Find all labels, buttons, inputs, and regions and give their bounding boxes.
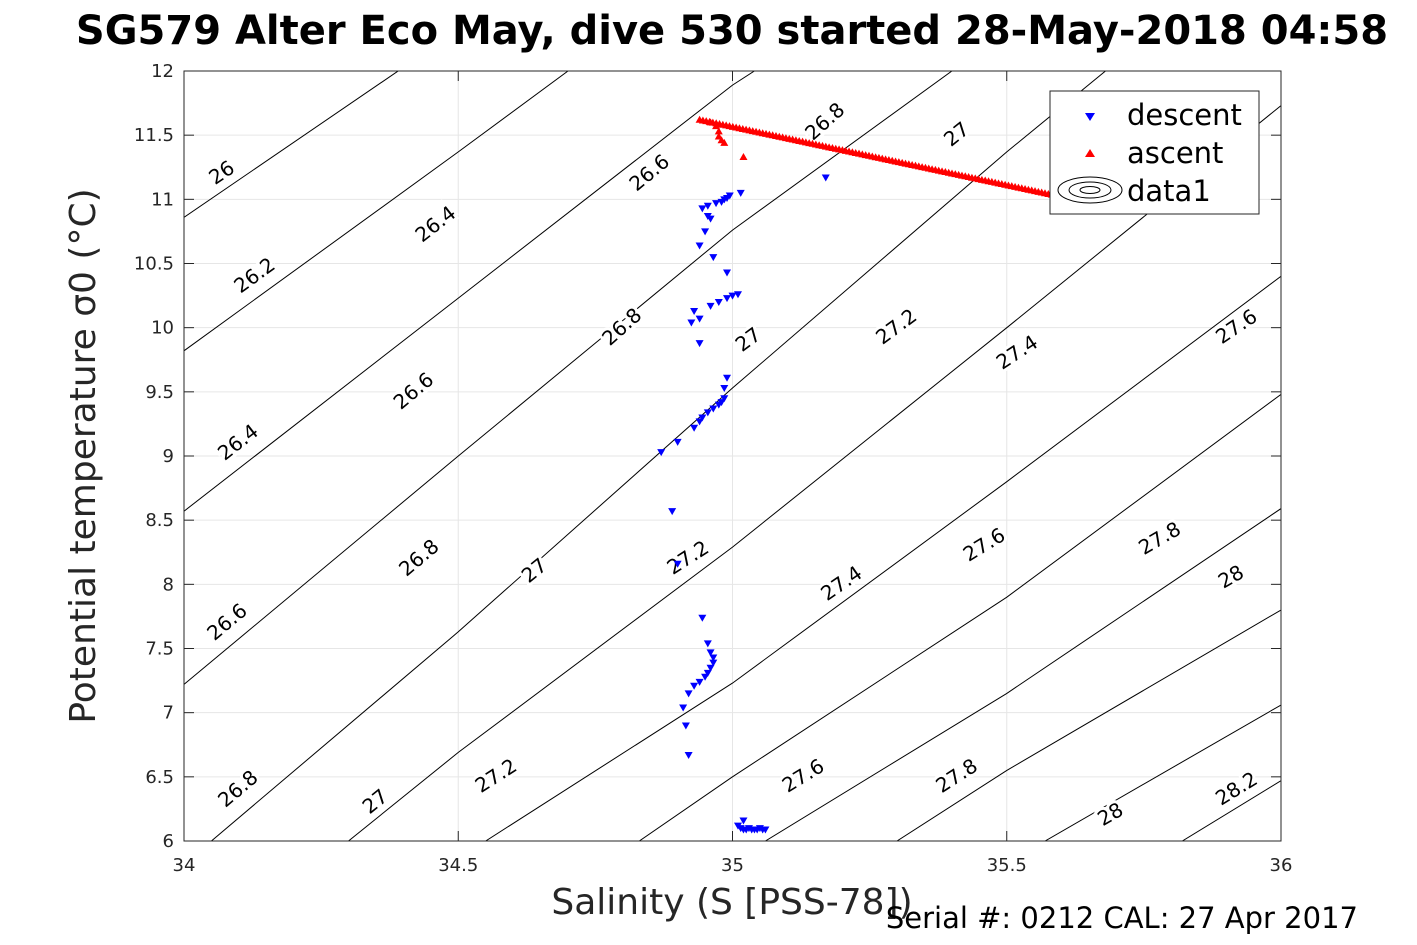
descent-point: [698, 614, 707, 622]
x-tick-label: 35: [721, 855, 744, 876]
descent-point: [698, 205, 707, 213]
y-tick-label: 12: [151, 61, 174, 82]
descent-point: [690, 424, 699, 432]
descent-point: [709, 654, 718, 662]
y-tick-label: 10: [151, 318, 174, 339]
descent-point: [736, 189, 745, 197]
ascent-point: [714, 127, 723, 135]
density-contour-line: [184, 71, 400, 218]
y-axis-label: Potential temperature σ0 (°C): [63, 188, 104, 723]
descent-point: [709, 254, 718, 262]
ascent-point: [739, 152, 748, 160]
descent-point: [673, 438, 682, 446]
y-tick-label: 10.5: [134, 254, 174, 275]
y-tick-label: 11: [151, 189, 174, 210]
descent-point: [706, 215, 715, 223]
y-tick-label: 8: [163, 574, 174, 595]
descent-point: [728, 292, 737, 300]
legend-descent-marker: [1085, 113, 1095, 121]
y-tick-label: 7.5: [145, 639, 174, 660]
descent-point: [698, 414, 707, 422]
y-tick-label: 6: [163, 831, 174, 852]
descent-point: [690, 307, 699, 315]
density-contour-line: [765, 508, 1281, 841]
legend: descent ascent data1: [1049, 90, 1260, 215]
x-axis-label: Salinity (S [PSS-78]): [551, 882, 912, 923]
descent-point: [709, 659, 718, 667]
descent-point: [703, 640, 712, 648]
descent-point: [720, 384, 729, 392]
y-tick-label: 8.5: [145, 510, 174, 531]
density-contour-line: [211, 71, 1106, 841]
descent-point: [703, 409, 712, 417]
density-contour-line: [1182, 780, 1281, 841]
chart-title: SG579 Alter Eco May, dive 530 started 28…: [76, 8, 1388, 54]
descent-point: [706, 302, 715, 310]
descent-point: [739, 817, 748, 825]
descent-point: [714, 401, 723, 409]
descent-point: [695, 242, 704, 250]
descent-point: [703, 669, 712, 677]
descent-point: [709, 405, 718, 413]
density-contour-line: [184, 71, 569, 352]
legend-data1-contour-icon: [1057, 176, 1123, 204]
descent-point: [695, 340, 704, 348]
descent-point: [706, 649, 715, 657]
descent-point: [695, 315, 704, 323]
density-contour-line: [1044, 704, 1281, 841]
descent-point: [701, 228, 710, 236]
descent-point: [723, 295, 732, 303]
ascent-point: [720, 138, 729, 146]
descent-point: [695, 678, 704, 686]
density-contour-line: [348, 105, 1281, 841]
x-tick-label: 36: [1270, 855, 1293, 876]
x-tick-label: 34: [173, 855, 196, 876]
descent-point: [684, 752, 693, 760]
descent-point: [673, 560, 682, 568]
density-contour-line: [184, 71, 755, 512]
density-contour-line: [485, 275, 1281, 841]
descent-point: [668, 508, 677, 516]
descent-point: [657, 449, 666, 457]
legend-ascent-marker: [1085, 149, 1095, 157]
y-axis: 6 6.5 7 7.5 8 8.5 9 9.5 10 10.5 11 11.5 12: [134, 61, 1281, 852]
data-series: [657, 115, 1066, 834]
y-tick-label: 9: [163, 446, 174, 467]
legend-data1-label: data1: [1127, 174, 1211, 208]
descent-point: [681, 722, 690, 730]
descent-point: [723, 374, 732, 382]
descent-point: [687, 319, 696, 327]
legend-ascent-label: ascent: [1127, 136, 1223, 170]
grid-lines: [183, 70, 1282, 842]
density-contour-line: [639, 393, 1281, 841]
ascent-point: [706, 118, 715, 126]
descent-point: [706, 664, 715, 672]
descent-point: [723, 269, 732, 277]
descent-point: [684, 690, 693, 698]
descent-point: [690, 682, 699, 690]
descent-point: [679, 704, 688, 712]
x-tick-label: 34.5: [438, 855, 478, 876]
y-tick-label: 11.5: [134, 125, 174, 146]
legend-descent-label: descent: [1127, 98, 1242, 132]
descent-point: [761, 826, 770, 834]
y-tick-label: 9.5: [145, 382, 174, 403]
descent-point: [714, 299, 723, 306]
serial-calibration-footer: Serial #: 0212 CAL: 27 Apr 2017: [886, 901, 1358, 935]
ascent-point: [712, 122, 721, 130]
descent-point: [720, 395, 729, 403]
descent-point: [703, 202, 712, 210]
descent-point: [695, 418, 704, 426]
descent-point: [701, 673, 710, 681]
x-axis: 34 34.5 35 35.5 36: [173, 71, 1293, 876]
descent-point: [821, 174, 830, 182]
y-tick-label: 6.5: [145, 767, 174, 788]
y-tick-label: 7: [163, 703, 174, 724]
descent-point: [712, 200, 721, 208]
x-tick-label: 35.5: [987, 855, 1027, 876]
density-contour-line: [896, 609, 1281, 841]
